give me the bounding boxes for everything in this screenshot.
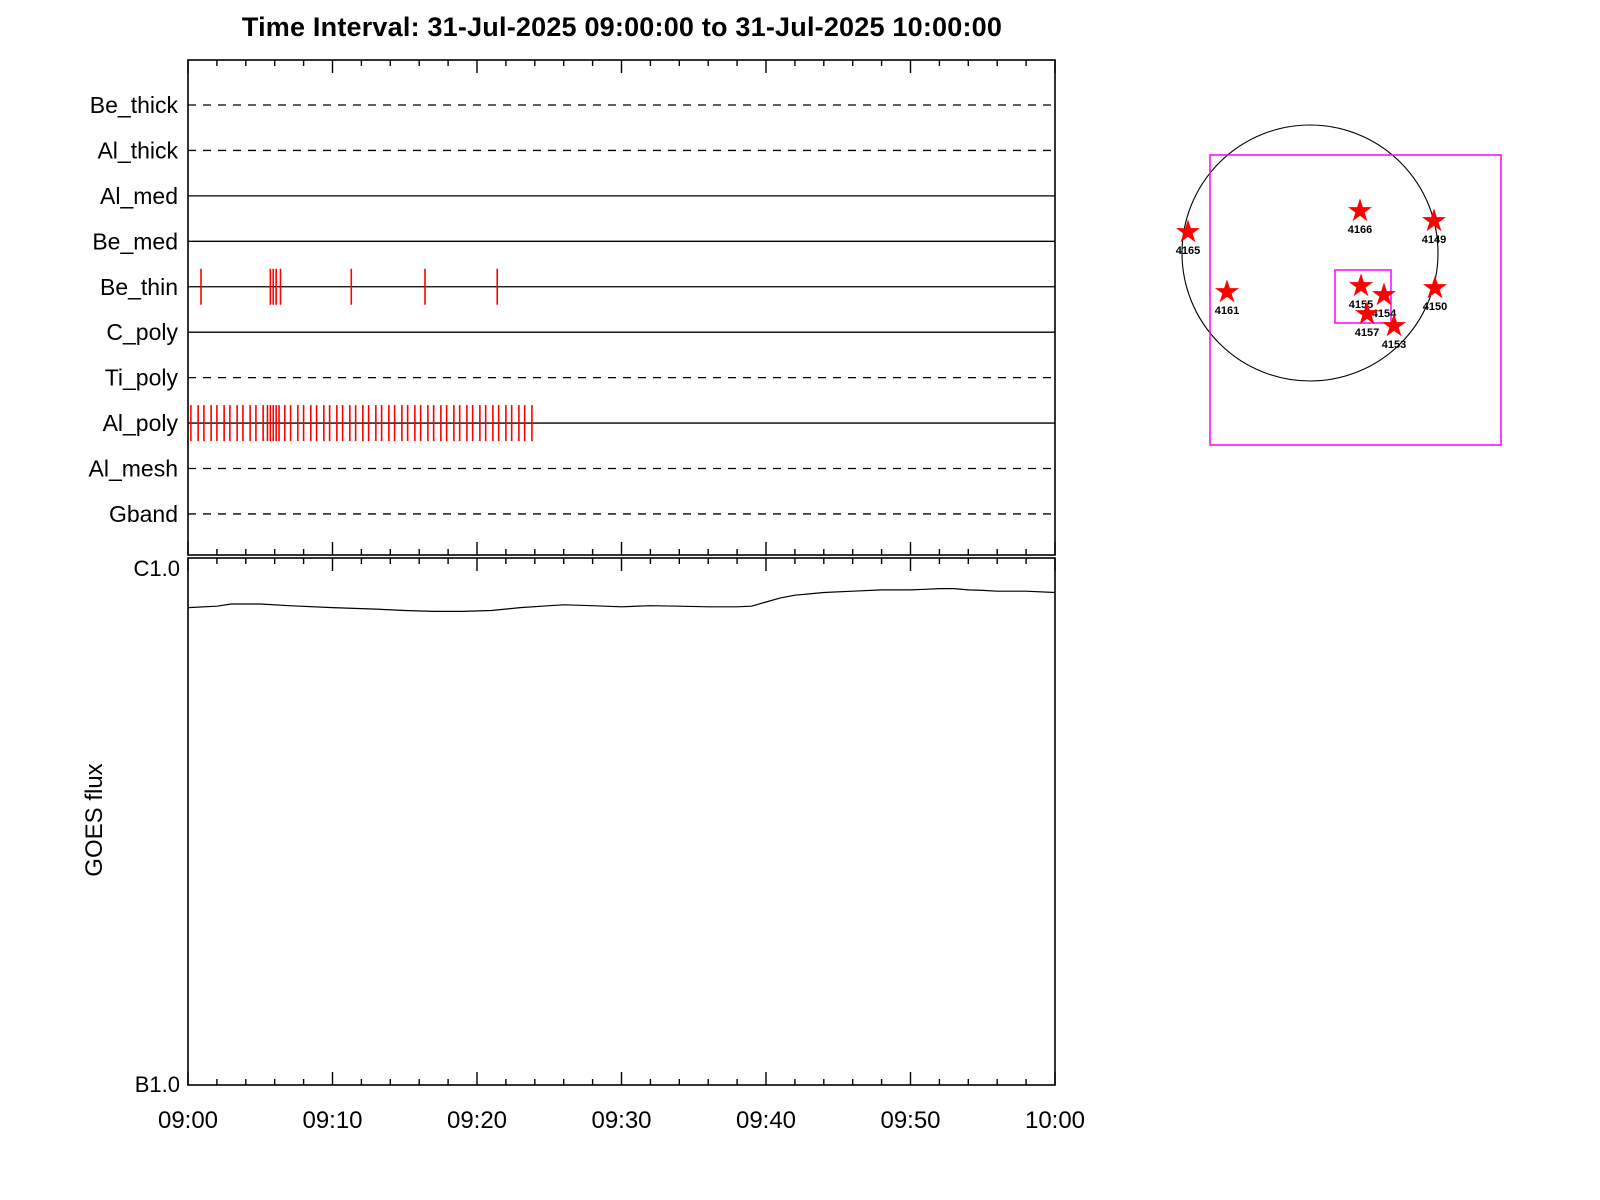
filter-row-Al_thick: Al_thick bbox=[97, 137, 1055, 163]
active-region-label: 4149 bbox=[1422, 234, 1446, 246]
filter-row-label: Al_poly bbox=[103, 410, 179, 436]
x-tick-label: 10:00 bbox=[1025, 1107, 1085, 1134]
active-region-4166: 4166 bbox=[1347, 198, 1373, 236]
filter-row-label: Gband bbox=[109, 501, 178, 527]
active-region-star-icon bbox=[1175, 219, 1201, 243]
filter-row-label: Al_thick bbox=[97, 137, 178, 163]
active-region-label: 4157 bbox=[1355, 327, 1379, 339]
exposure-ticks-Be_thin bbox=[200, 268, 499, 305]
x-tick-label: 09:50 bbox=[880, 1107, 940, 1134]
active-region-4150: 4150 bbox=[1422, 275, 1448, 313]
active-region-star-icon bbox=[1347, 198, 1373, 222]
filter-rows: Be_thick Al_thick Al_med Be_med Be_thin C_pol… bbox=[89, 92, 1055, 527]
active-region-label: 4155 bbox=[1349, 299, 1373, 311]
filter-row-Gband: Gband bbox=[109, 501, 1055, 527]
active-region-4149: 4149 bbox=[1421, 208, 1447, 246]
x-tick-label: 09:40 bbox=[736, 1107, 796, 1134]
plot-title: Time Interval: 31-Jul-2025 09:00:00 to 3… bbox=[241, 12, 1003, 42]
filter-row-C_poly: C_poly bbox=[106, 319, 1055, 345]
filter-row-Ti_poly: Ti_poly bbox=[105, 365, 1055, 391]
filter-row-label: Al_med bbox=[100, 183, 178, 209]
filter-row-label: Be_thick bbox=[90, 92, 179, 118]
filter-row-Al_mesh: Al_mesh bbox=[89, 456, 1055, 482]
time-axis-ticks bbox=[187, 60, 1056, 1085]
active-region-label: 4161 bbox=[1215, 305, 1239, 317]
filter-row-Al_poly: Al_poly bbox=[103, 405, 1055, 442]
filter-row-label: Ti_poly bbox=[105, 365, 179, 391]
active-region-label: 4154 bbox=[1372, 308, 1397, 320]
goes-y-bottom-label: B1.0 bbox=[134, 1072, 180, 1097]
active-region-4161: 4161 bbox=[1214, 279, 1240, 317]
active-region-label: 4153 bbox=[1382, 339, 1406, 351]
filter-row-Be_thin: Be_thin bbox=[100, 268, 1055, 305]
x-axis-labels: 09:00 09:10 09:20 09:30 09:40 09:50 10:00 bbox=[158, 1107, 1085, 1134]
goes-flux-panel bbox=[187, 557, 1056, 1086]
x-tick-label: 09:10 bbox=[302, 1107, 362, 1134]
solar-disk bbox=[1181, 124, 1439, 382]
filter-row-label: Al_mesh bbox=[89, 456, 178, 482]
active-region-star-icon bbox=[1214, 279, 1240, 303]
active-region-4165: 4165 bbox=[1175, 219, 1201, 257]
filter-row-label: Be_med bbox=[92, 228, 178, 254]
active-region-star-icon bbox=[1354, 301, 1380, 325]
active-region-4155: 4155 bbox=[1348, 273, 1374, 311]
filter-row-Be_med: Be_med bbox=[92, 228, 1055, 254]
active-region-4154: 4154 bbox=[1371, 282, 1397, 320]
active-region-star-icon bbox=[1371, 282, 1397, 306]
exposure-ticks-Al_poly bbox=[190, 405, 533, 442]
fov-box-1 bbox=[1334, 269, 1392, 324]
active-region-label: 4165 bbox=[1176, 245, 1200, 257]
filter-row-Al_med: Al_med bbox=[100, 183, 1055, 209]
filter-timeline-panel bbox=[187, 59, 1056, 556]
fov-box-0 bbox=[1209, 154, 1502, 446]
active-region-star-icon bbox=[1381, 313, 1407, 337]
active-region-star-icon bbox=[1422, 275, 1448, 299]
x-tick-label: 09:20 bbox=[447, 1107, 507, 1134]
active-region-label: 4166 bbox=[1348, 224, 1372, 236]
goes-axis-title: GOES flux bbox=[81, 763, 108, 877]
x-tick-label: 09:00 bbox=[158, 1107, 218, 1134]
active-region-star-icon bbox=[1348, 273, 1374, 297]
active-region-label: 4150 bbox=[1423, 301, 1447, 313]
filter-row-Be_thick: Be_thick bbox=[90, 92, 1055, 118]
active-region-4157: 4157 bbox=[1354, 301, 1380, 339]
active-region-star-icon bbox=[1421, 208, 1447, 232]
filter-row-label: C_poly bbox=[106, 319, 178, 345]
active-region-4153: 4153 bbox=[1381, 313, 1407, 351]
goes-y-top-label: C1.0 bbox=[133, 556, 180, 581]
filter-row-label: Be_thin bbox=[100, 274, 178, 300]
goes-flux-curve bbox=[187, 587, 1056, 613]
x-tick-label: 09:30 bbox=[591, 1107, 651, 1134]
